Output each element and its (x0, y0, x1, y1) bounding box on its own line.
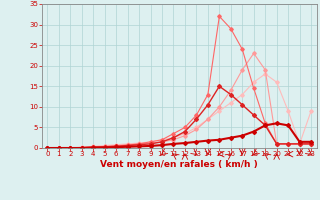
X-axis label: Vent moyen/en rafales ( km/h ): Vent moyen/en rafales ( km/h ) (100, 160, 258, 169)
